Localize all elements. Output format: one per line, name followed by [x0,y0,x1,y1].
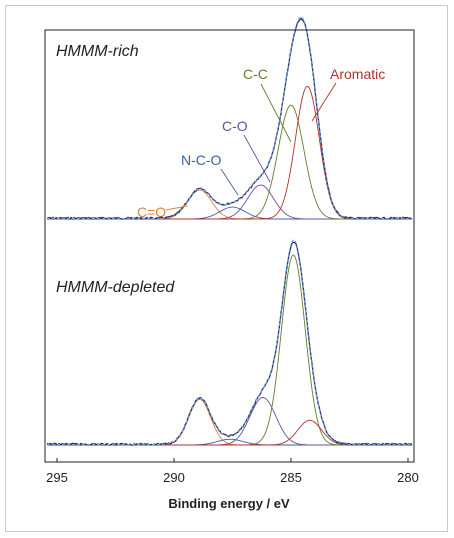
fit-sum-rich [47,16,412,219]
panel-hmmm-rich: HMMM-rich C=O N-C-O C-O C-C Aromatic [46,16,413,220]
x-tick-label-290: 290 [163,470,185,485]
panel-label-hmmm-depleted: HMMM-depleted [56,279,175,296]
x-tick-label-295: 295 [46,470,68,485]
leader-c-o [243,134,271,183]
x-axis-title: Binding energy / eV [168,496,290,511]
peak-label-c-c: C-C [243,66,268,82]
fit-sum-depleted [47,239,412,445]
x-axis: 295 290 285 280 Binding energy / eV [46,470,419,511]
peak-label-c-o: C-O [222,118,248,134]
figure-frame: HMMM-rich C=O N-C-O C-O C-C Aromatic HMM… [5,5,448,532]
panel-hmmm-depleted: HMMM-depleted [46,239,413,446]
x-tick-label-280: 280 [397,470,419,485]
peak-label-n-c-o: N-C-O [181,152,222,168]
x-tick-label-285: 285 [280,470,302,485]
peak-label-aromatic: Aromatic [330,66,385,82]
leader-c-c [260,83,292,143]
peak-label-c-o-double: C=O [137,204,166,220]
xps-chart: HMMM-rich C=O N-C-O C-O C-C Aromatic HMM… [44,16,419,511]
leader-c-o-double [165,205,188,211]
plot-area [44,29,415,463]
leader-n-c-o [220,168,239,196]
leader-aromatic [311,82,337,122]
panel-label-hmmm-rich: HMMM-rich [56,43,139,60]
